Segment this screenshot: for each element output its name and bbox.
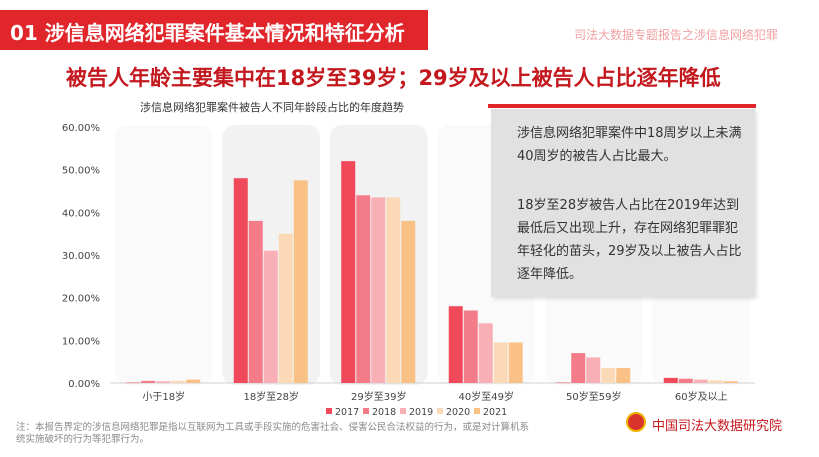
bar-2019 bbox=[263, 250, 278, 383]
legend-swatch-2020 bbox=[437, 408, 443, 414]
chart-title: 涉信息网络犯罪案件被告人不同年龄段占比的年度趋势 bbox=[140, 101, 404, 114]
x-tick-label: 小于18岁 bbox=[142, 390, 185, 403]
bar-2017 bbox=[663, 377, 678, 383]
bar-2021 bbox=[293, 180, 308, 383]
x-tick-label: 50岁至59岁 bbox=[566, 390, 621, 403]
org-name: 中国司法大数据研究院 bbox=[652, 419, 783, 434]
bar-2019 bbox=[586, 357, 601, 383]
bar-2020 bbox=[493, 342, 508, 383]
x-tick-label: 60岁及以上 bbox=[675, 390, 728, 403]
bar-2018 bbox=[356, 195, 371, 383]
legend-label-2021: 2021 bbox=[483, 407, 507, 418]
legend-swatch-2019 bbox=[400, 408, 406, 414]
report-name: 司法大数据专题报告之涉信息网络犯罪 bbox=[574, 28, 779, 42]
y-tick-label: 10.00% bbox=[62, 336, 100, 347]
bar-2018 bbox=[141, 380, 156, 383]
bar-2020 bbox=[278, 233, 293, 383]
slide-headline: 被告人年龄主要集中在18岁至39岁；29岁及以上被告人占比逐年降低 bbox=[66, 66, 721, 90]
legend-label-2018: 2018 bbox=[372, 407, 396, 418]
x-tick-label: 40岁至49岁 bbox=[459, 390, 514, 403]
y-tick-label: 40.00% bbox=[62, 208, 100, 219]
bar-2020 bbox=[708, 380, 723, 383]
bar-2017 bbox=[126, 382, 141, 384]
bar-2017 bbox=[556, 382, 571, 384]
note-accent-rule bbox=[488, 104, 756, 108]
note-paragraph-2: 18岁至28岁被告人占比在2019年达到最低后又出现上升，存在网络犯罪罪犯年轻化… bbox=[517, 198, 742, 282]
category-highlight-panel bbox=[115, 125, 213, 385]
y-tick-label: 20.00% bbox=[62, 294, 100, 305]
legend-swatch-2017 bbox=[326, 408, 332, 414]
y-tick-label: 50.00% bbox=[62, 166, 100, 177]
legend-swatch-2021 bbox=[474, 408, 480, 414]
bar-2021 bbox=[508, 342, 523, 383]
bar-2018 bbox=[571, 353, 586, 383]
bar-2021 bbox=[616, 368, 631, 383]
y-tick-label: 60.00% bbox=[62, 123, 100, 134]
footnote: 注：本报告界定的涉信息网络犯罪是指以互联网为工具或手段实施的危害社会、侵害公民合… bbox=[16, 422, 530, 445]
legend-label-2020: 2020 bbox=[446, 407, 470, 418]
note-box: 涉信息网络犯罪案件中18周岁以上未满40周岁的被告人占比最大。 18岁至28岁被… bbox=[491, 109, 755, 297]
bar-2021 bbox=[186, 379, 201, 383]
section-header-bar: 01 涉信息网络犯罪案件基本情况和特征分析 bbox=[0, 10, 428, 50]
x-tick-label: 18岁至28岁 bbox=[244, 390, 299, 403]
bar-2017 bbox=[233, 178, 248, 383]
bar-2021 bbox=[723, 381, 738, 383]
bar-2018 bbox=[678, 378, 693, 383]
legend-label-2017: 2017 bbox=[335, 407, 359, 418]
bar-2018 bbox=[463, 310, 478, 383]
legend-swatch-2018 bbox=[363, 408, 369, 414]
court-emblem-icon bbox=[626, 412, 646, 432]
bar-2021 bbox=[401, 220, 416, 383]
bar-2020 bbox=[386, 197, 401, 383]
bar-2017 bbox=[448, 306, 463, 383]
legend-label-2019: 2019 bbox=[409, 407, 433, 418]
bar-2017 bbox=[341, 161, 356, 383]
bar-2019 bbox=[371, 197, 386, 383]
note-paragraph-1: 涉信息网络犯罪案件中18周岁以上未满40周岁的被告人占比最大。 bbox=[517, 126, 742, 164]
bar-2019 bbox=[693, 379, 708, 383]
bar-2019 bbox=[156, 381, 171, 383]
bar-2018 bbox=[248, 220, 263, 383]
bar-2019 bbox=[478, 323, 493, 383]
bar-2020 bbox=[601, 368, 616, 383]
y-tick-label: 0.00% bbox=[68, 379, 100, 390]
y-tick-label: 30.00% bbox=[62, 251, 100, 262]
bar-2020 bbox=[171, 380, 186, 383]
x-tick-label: 29岁至39岁 bbox=[351, 390, 406, 403]
section-title: 01 涉信息网络犯罪案件基本情况和特征分析 bbox=[10, 21, 405, 45]
